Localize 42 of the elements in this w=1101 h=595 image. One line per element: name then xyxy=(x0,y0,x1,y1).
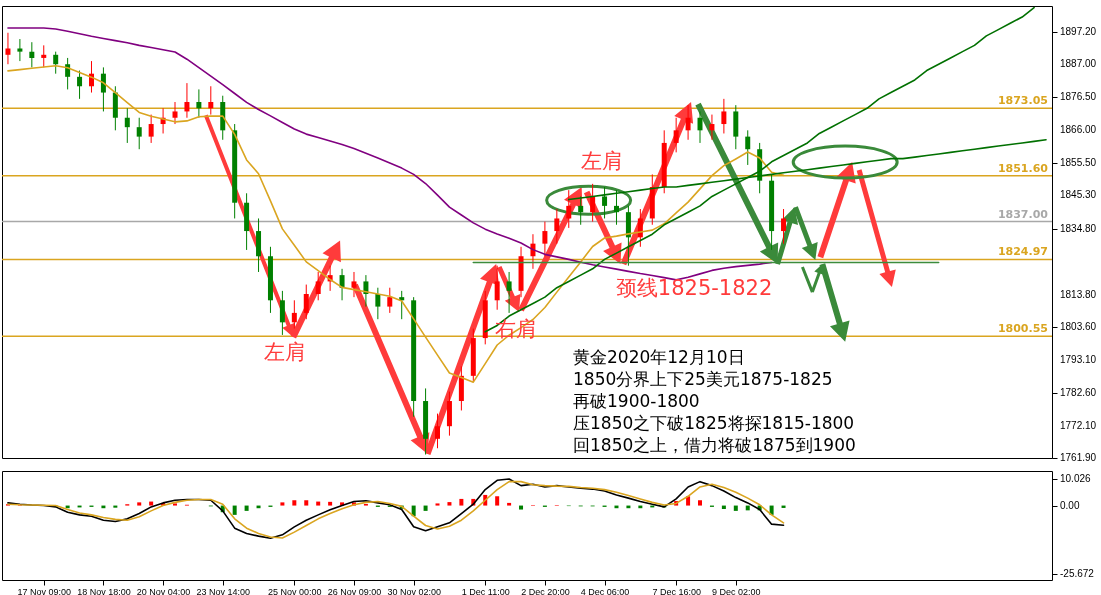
y-tick-label: 1834.80 xyxy=(1060,222,1097,234)
x-tick-label: 30 Nov 02:00 xyxy=(387,586,441,595)
annotation: 颈线1825-1822 xyxy=(615,275,773,300)
annotation: 回1850之上，借力将破1875到1900 xyxy=(573,435,856,455)
y-tick-label: 1876.50 xyxy=(1060,91,1097,103)
y-tick-label: -25.672 xyxy=(1060,567,1095,579)
y-tick-label: 1855.50 xyxy=(1060,157,1097,169)
y-tick-label: 1772.10 xyxy=(1060,419,1097,431)
x-tick-label: 26 Nov 09:00 xyxy=(327,586,382,595)
y-tick-label: 10.026 xyxy=(1060,472,1092,484)
ref-line-label: 1851.60 xyxy=(997,161,1049,175)
x-tick-label: 9 Dec 02:00 xyxy=(712,586,761,595)
x-tick-label: 2 Dec 20:00 xyxy=(521,586,570,595)
y-tick-label: 1803.60 xyxy=(1060,320,1097,332)
x-tick-label: 7 Dec 16:00 xyxy=(652,586,701,595)
x-tick-label: 18 Nov 18:00 xyxy=(77,586,131,595)
y-tick-label: 1897.20 xyxy=(1060,26,1097,38)
x-tick-label: 4 Dec 06:00 xyxy=(580,586,630,595)
x-tick-label: 17 Nov 09:00 xyxy=(17,586,72,595)
annotation: 黄金2020年12月10日 xyxy=(573,347,745,367)
y-tick-label: 1813.80 xyxy=(1060,288,1097,300)
x-tick-label: 1 Dec 11:00 xyxy=(461,586,510,595)
ref-line-label: 1800.55 xyxy=(997,322,1048,336)
annotation: 左肩 xyxy=(264,340,307,365)
annotation: 右肩 xyxy=(495,316,538,341)
ref-line-label: 1873.05 xyxy=(997,94,1048,108)
x-tick-label: 23 Nov 14:00 xyxy=(196,586,251,595)
y-tick-label: 1782.60 xyxy=(1060,386,1097,398)
y-tick-label: 1793.10 xyxy=(1060,353,1097,365)
annotation: 压1850之下破1825将探1815-1800 xyxy=(573,413,855,433)
annotation: 再破1900-1800 xyxy=(573,391,700,411)
y-tick-label: 0.00 xyxy=(1060,499,1080,511)
ref-line-label: 1837.00 xyxy=(997,207,1049,221)
y-tick-label: 1866.00 xyxy=(1060,124,1097,136)
x-tick-label: 25 Nov 00:00 xyxy=(268,586,322,595)
y-tick-label: 1887.00 xyxy=(1060,58,1097,70)
ref-line-label: 1824.97 xyxy=(997,245,1048,259)
y-tick-label: 1761.90 xyxy=(1060,452,1097,463)
y-tick-label: 1845.30 xyxy=(1060,189,1097,201)
annotation: 1850分界上下25美元1875-1825 xyxy=(573,369,833,389)
x-tick-label: 20 Nov 04:00 xyxy=(136,586,191,595)
annotation: 左肩 xyxy=(580,148,623,173)
